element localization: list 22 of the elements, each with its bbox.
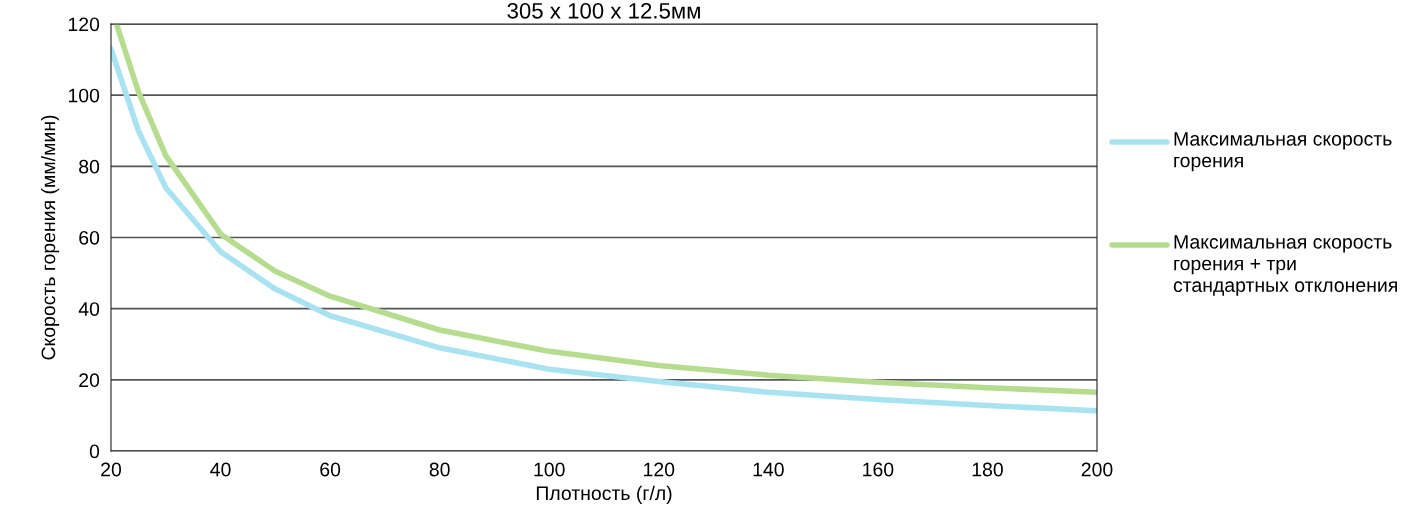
- x-tick-label: 180: [972, 462, 1003, 477]
- x-tick-label: 60: [320, 462, 341, 477]
- y-axis-title: Скорость горения (мм/мин): [40, 115, 60, 360]
- x-tick-label: 120: [644, 462, 675, 477]
- legend-label: Максимальная скорость горения + три стандартных отклонения: [1173, 235, 1397, 296]
- y-tick-label: 20: [79, 373, 100, 388]
- y-tick-label: 80: [79, 159, 100, 174]
- y-tick-label: 60: [79, 230, 100, 245]
- y-tick-label: 0: [89, 444, 100, 459]
- x-tick-label: 140: [753, 462, 784, 477]
- y-tick-label: 120: [68, 17, 100, 32]
- x-axis-title: Плотность (г/л): [536, 485, 672, 504]
- legend-label: Максимальная скорость горения: [1174, 132, 1392, 172]
- x-tick-label: 100: [534, 462, 565, 477]
- y-tick-label: 100: [68, 88, 100, 103]
- x-tick-label: 80: [429, 462, 450, 477]
- x-tick-label: 160: [863, 462, 894, 477]
- chart-title: 305 x 100 x 12.5мм: [507, 2, 700, 19]
- y-tick-label: 40: [78, 302, 100, 316]
- x-tick-label: 40: [210, 462, 231, 477]
- x-tick-label: 20: [101, 462, 122, 477]
- x-tick-label: 200: [1081, 462, 1113, 477]
